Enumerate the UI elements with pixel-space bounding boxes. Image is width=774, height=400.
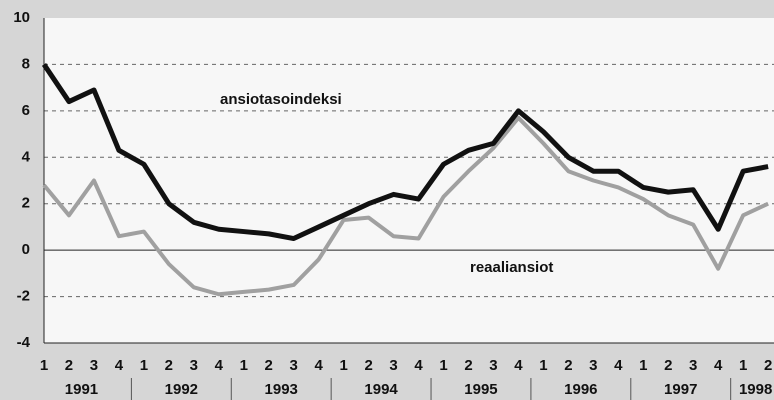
x-tick-label: 2 [65, 357, 73, 374]
plot-area [44, 18, 774, 343]
y-tick-label: 8 [22, 55, 30, 72]
y-tick-label: -2 [17, 288, 30, 305]
x-tick-label: 3 [689, 357, 697, 374]
y-tick-label: 6 [22, 102, 30, 119]
x-tick-label: 3 [290, 357, 298, 374]
x-group-label: 1998 [739, 381, 772, 398]
x-tick-label: 4 [414, 357, 423, 374]
y-tick-label: 10 [13, 9, 30, 26]
x-tick-label: 3 [190, 357, 198, 374]
x-group-label: 1997 [664, 381, 697, 398]
x-tick-label: 1 [240, 357, 248, 374]
x-group-label: 1991 [65, 381, 98, 398]
x-tick-label: 4 [115, 357, 124, 374]
x-tick-label: 4 [614, 357, 623, 374]
x-tick-label: 3 [589, 357, 597, 374]
series-label: ansiotasoindeksi [220, 91, 342, 108]
y-tick-label: 4 [22, 148, 31, 165]
x-tick-label: 1 [639, 357, 647, 374]
x-tick-label: 1 [140, 357, 148, 374]
x-tick-label: 3 [90, 357, 98, 374]
x-tick-label: 1 [339, 357, 347, 374]
y-tick-label: 0 [22, 241, 30, 258]
x-tick-label: 2 [764, 357, 772, 374]
x-tick-label: 4 [714, 357, 723, 374]
x-tick-label: 4 [314, 357, 323, 374]
x-tick-label: 1 [539, 357, 547, 374]
x-tick-label: 1 [439, 357, 447, 374]
x-tick-label: 2 [564, 357, 572, 374]
x-tick-label: 3 [489, 357, 497, 374]
y-tick-label: -4 [17, 334, 31, 351]
series-line [42, 115, 769, 297]
series-line [41, 63, 769, 242]
x-tick-label: 3 [389, 357, 397, 374]
x-group-label: 1995 [464, 381, 497, 398]
x-group-label: 1993 [265, 381, 298, 398]
x-group-label: 1992 [165, 381, 198, 398]
x-tick-label: 4 [215, 357, 224, 374]
x-tick-label: 2 [265, 357, 273, 374]
x-tick-label: 2 [664, 357, 672, 374]
y-tick-label: 2 [22, 195, 30, 212]
series-label: reaaliansiot [470, 259, 553, 276]
x-tick-label: 2 [364, 357, 372, 374]
x-group-label: 1994 [364, 381, 398, 398]
x-tick-label: 1 [40, 357, 48, 374]
x-tick-label: 2 [165, 357, 173, 374]
x-tick-label: 4 [514, 357, 523, 374]
x-group-label: 1996 [564, 381, 597, 398]
x-tick-label: 1 [739, 357, 747, 374]
x-tick-label: 2 [464, 357, 472, 374]
